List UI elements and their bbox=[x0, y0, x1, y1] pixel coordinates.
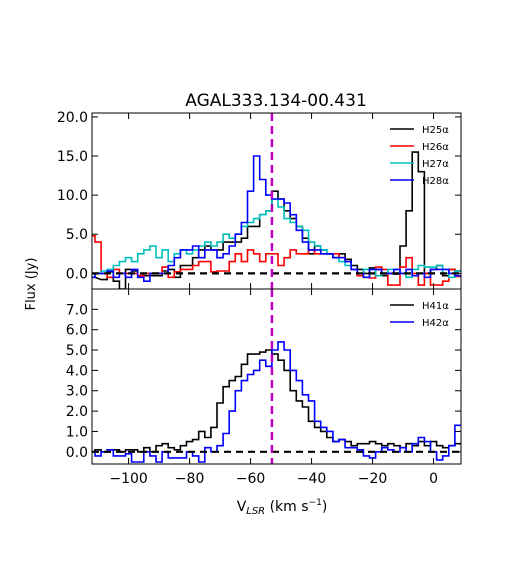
series-line-0-0 bbox=[92, 151, 461, 289]
top-panel: 0.0 5.0 10.0 15.0 20.0 H25α H26α H27α H28α bbox=[57, 110, 462, 290]
x-axis-label: VLSR (km s−1) bbox=[237, 498, 328, 517]
y-tick-label: 2.0 bbox=[66, 404, 88, 420]
plot-frame bbox=[91, 288, 462, 465]
y-tick-label: 6.0 bbox=[66, 323, 88, 339]
x-tick-label: −20 bbox=[358, 471, 388, 487]
chart-title: AGAL333.134-00.431 bbox=[185, 91, 367, 111]
x-tick-label: 0 bbox=[429, 471, 438, 487]
legend-label: H41α bbox=[422, 301, 449, 312]
y-tick-label: 0.0 bbox=[66, 266, 88, 282]
y-tick-label: 5.0 bbox=[66, 343, 88, 359]
x-tick-label: −60 bbox=[236, 471, 266, 487]
y-tick-label: 4.0 bbox=[66, 363, 88, 379]
legend-label: H26α bbox=[422, 142, 449, 153]
x-tick-label: −80 bbox=[175, 471, 205, 487]
y-tick-label: 15.0 bbox=[57, 149, 88, 165]
bottom-panel: 0.0 1.0 2.0 3.0 4.0 5.0 6.0 7.0 −100 −80 −60 −40 −20… bbox=[66, 288, 462, 487]
y-tick-label: 7.0 bbox=[66, 302, 88, 318]
legend-label: H42α bbox=[422, 318, 449, 329]
x-tick-label: −40 bbox=[297, 471, 327, 487]
series-line-0-1 bbox=[92, 235, 461, 286]
series-line-1-0 bbox=[92, 349, 461, 453]
legend-label: H28α bbox=[422, 176, 449, 187]
y-tick-label: 1.0 bbox=[66, 424, 88, 440]
y-tick-label: 5.0 bbox=[66, 227, 88, 243]
series-line-0-2 bbox=[92, 198, 461, 279]
series-line-0-3 bbox=[92, 155, 461, 282]
y-tick-label: 20.0 bbox=[57, 110, 88, 126]
y-tick-label: 0.0 bbox=[66, 445, 88, 461]
y-tick-label: 3.0 bbox=[66, 384, 88, 400]
x-tick-label: −100 bbox=[109, 471, 147, 487]
legend-label: H27α bbox=[422, 159, 449, 170]
legend-label: H25α bbox=[422, 125, 449, 136]
series-line-1-1 bbox=[92, 341, 461, 463]
y-axis-label: Flux (Jy) bbox=[24, 258, 39, 311]
y-tick-label: 10.0 bbox=[57, 188, 88, 204]
